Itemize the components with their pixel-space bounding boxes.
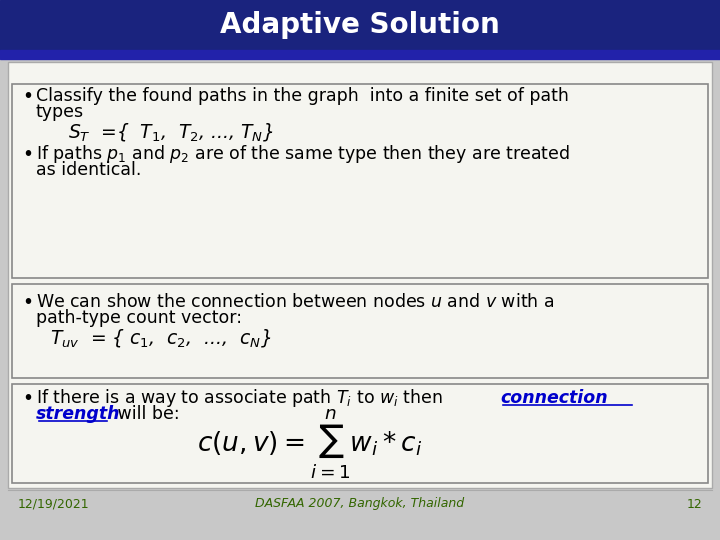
Text: If paths $p_1$ and $p_2$ are of the same type then they are treated: If paths $p_1$ and $p_2$ are of the same…: [36, 143, 570, 165]
FancyBboxPatch shape: [0, 50, 720, 59]
Text: We can show the connection between nodes $u$ and $v$ with a: We can show the connection between nodes…: [36, 293, 554, 311]
Text: strength: strength: [36, 405, 120, 423]
Text: will be:: will be:: [112, 405, 179, 423]
FancyBboxPatch shape: [12, 384, 708, 483]
FancyBboxPatch shape: [8, 62, 712, 488]
Text: types: types: [36, 103, 84, 121]
Text: connection: connection: [500, 389, 608, 407]
FancyBboxPatch shape: [12, 84, 708, 278]
Text: •: •: [22, 145, 33, 164]
Text: DASFAA 2007, Bangkok, Thailand: DASFAA 2007, Bangkok, Thailand: [256, 497, 464, 510]
Text: Classify the found paths in the graph  into a finite set of path: Classify the found paths in the graph in…: [36, 87, 569, 105]
Text: Adaptive Solution: Adaptive Solution: [220, 11, 500, 39]
Text: •: •: [22, 86, 33, 105]
FancyBboxPatch shape: [12, 284, 708, 378]
Text: $c(u, v) = \sum_{i=1}^{n} w_i * c_i$: $c(u, v) = \sum_{i=1}^{n} w_i * c_i$: [197, 407, 423, 481]
Text: $T_{uv}$  = { $c_1$,  $c_2$,  ...,  $c_N$}: $T_{uv}$ = { $c_1$, $c_2$, ..., $c_N$}: [50, 327, 271, 349]
Text: 12: 12: [686, 497, 702, 510]
Text: $S_T$  ={  $T_1$,  $T_2$, ..., $T_N$}: $S_T$ ={ $T_1$, $T_2$, ..., $T_N$}: [68, 121, 274, 143]
Text: path-type count vector:: path-type count vector:: [36, 309, 242, 327]
FancyBboxPatch shape: [0, 0, 720, 50]
Text: •: •: [22, 293, 33, 312]
Text: If there is a way to associate path $T_i$ to $w_i$ then: If there is a way to associate path $T_i…: [36, 387, 444, 409]
Text: •: •: [22, 388, 33, 408]
Text: 12/19/2021: 12/19/2021: [18, 497, 89, 510]
Text: as identical.: as identical.: [36, 161, 141, 179]
